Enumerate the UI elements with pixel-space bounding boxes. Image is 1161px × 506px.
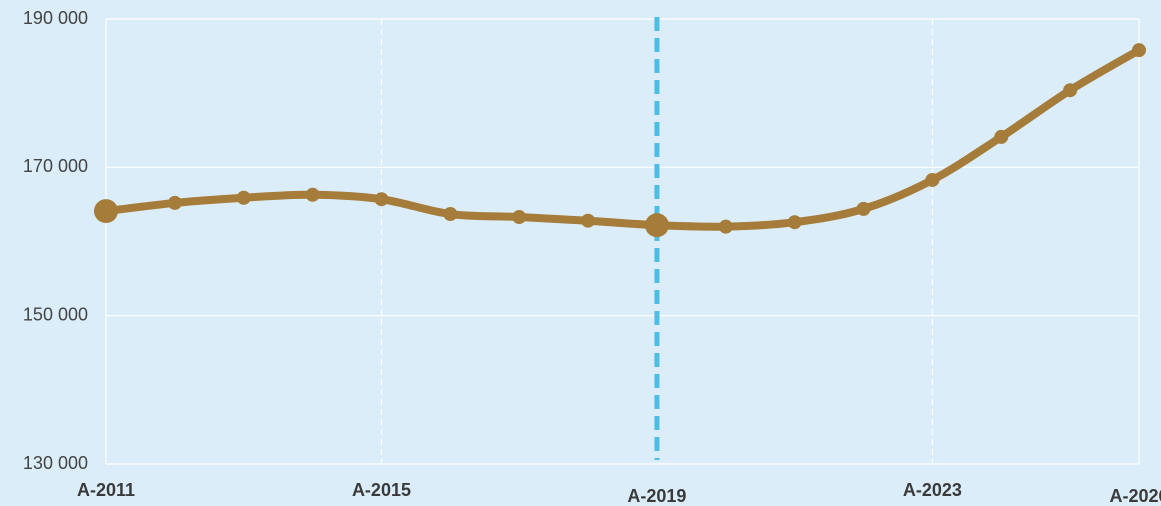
point [787, 215, 802, 230]
point [856, 201, 871, 216]
x-tick-label: A-2026 [1109, 486, 1161, 506]
point [305, 187, 320, 202]
point [1063, 83, 1078, 98]
x-tick-label: A-2015 [352, 480, 411, 500]
point [644, 213, 669, 238]
y-tick-label: 150 000 [23, 304, 88, 324]
y-tick-label: 170 000 [23, 156, 88, 176]
point [374, 192, 389, 207]
point [1132, 43, 1146, 58]
x-tick-label: A-2011 [77, 480, 135, 500]
point [443, 207, 458, 222]
x-tick-label: A-2023 [903, 480, 962, 500]
point [994, 129, 1009, 144]
point [236, 190, 251, 205]
point [925, 172, 940, 187]
point [512, 210, 527, 225]
point [581, 213, 596, 228]
y-tick-label: 130 000 [23, 453, 88, 473]
line [102, 46, 1143, 231]
point [94, 199, 118, 224]
y-tick-label: 190 000 [23, 8, 88, 28]
point [718, 219, 733, 234]
x-tick-label: A-2019 [627, 486, 686, 506]
point [167, 195, 182, 210]
